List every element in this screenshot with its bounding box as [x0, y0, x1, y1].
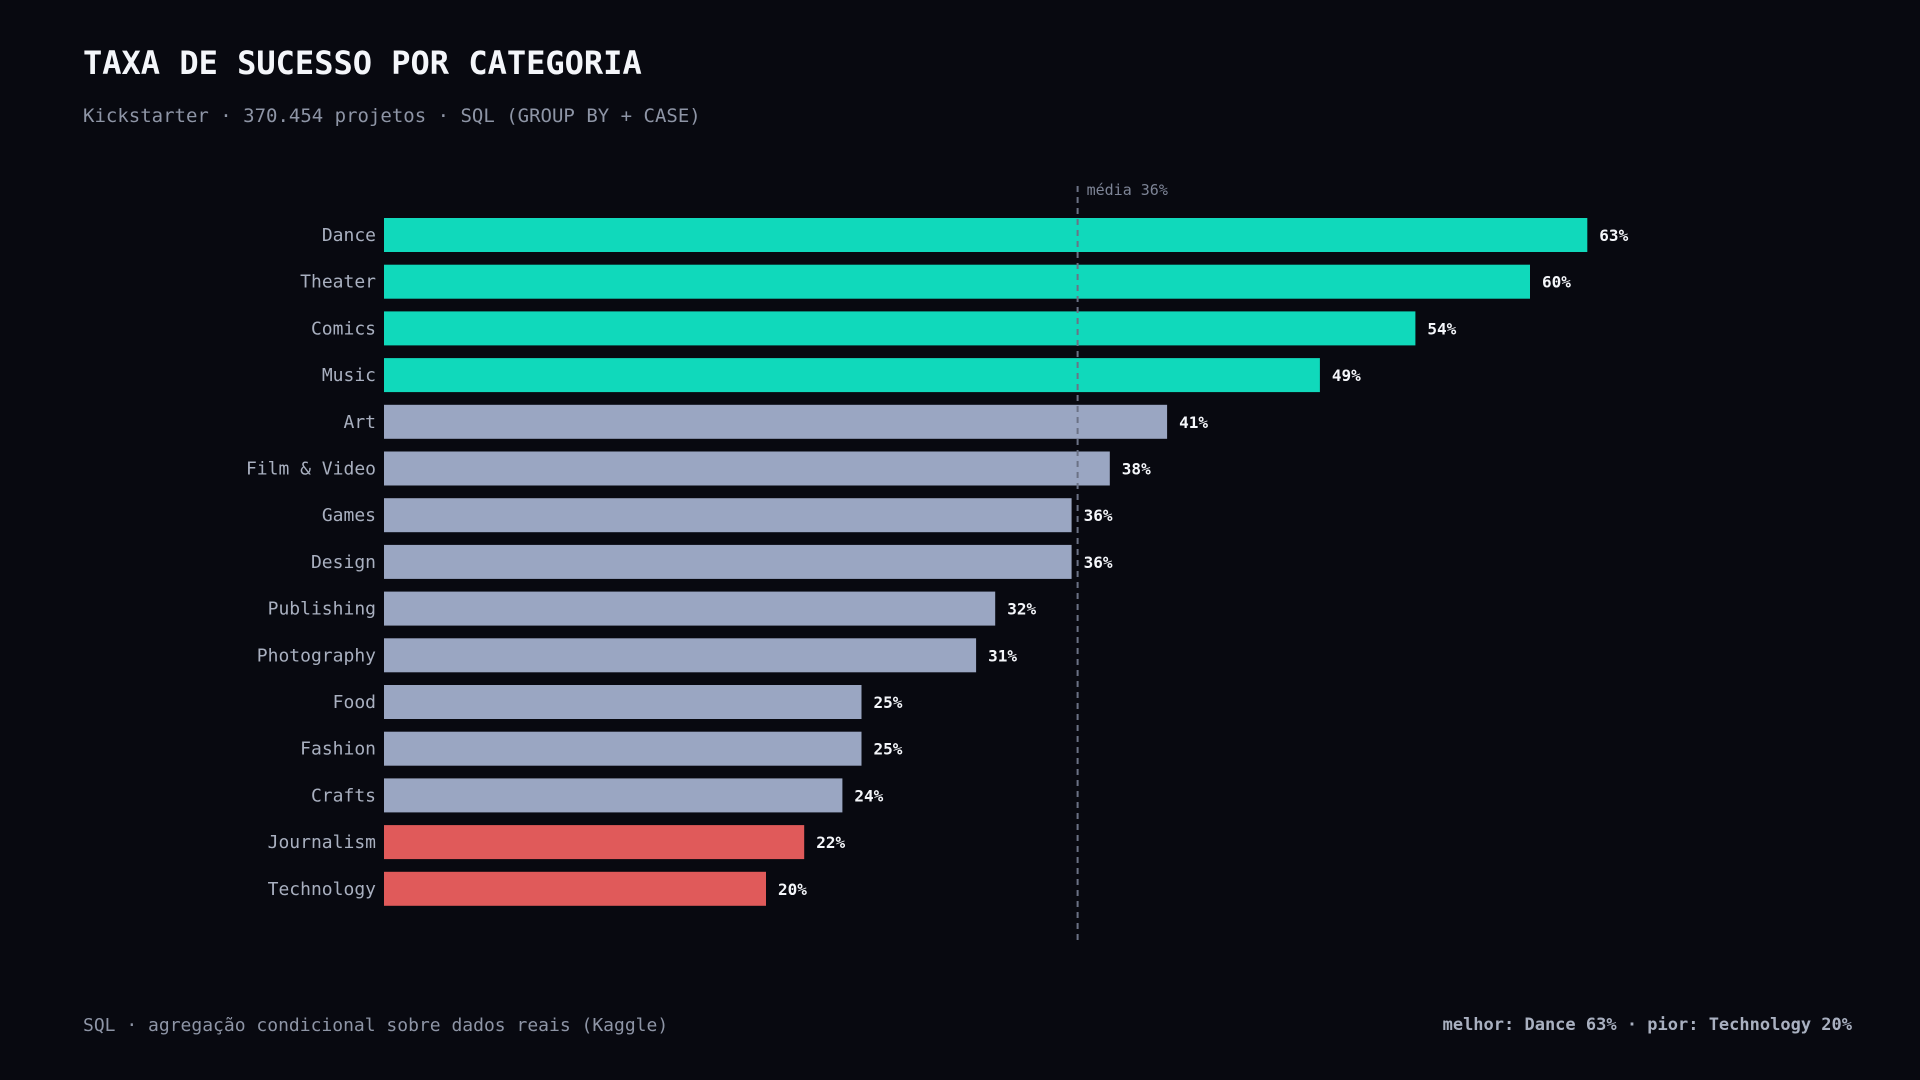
value-label: 54%: [1427, 319, 1456, 338]
value-label: 36%: [1084, 506, 1113, 525]
value-label: 36%: [1084, 553, 1113, 572]
value-label: 49%: [1332, 366, 1361, 385]
value-label: 63%: [1599, 226, 1628, 245]
value-label: 24%: [854, 786, 883, 805]
bar-games: [384, 498, 1072, 533]
bar-publishing: [384, 591, 996, 626]
bar-crafts: [384, 778, 843, 813]
bar-theater: [384, 264, 1530, 299]
bar-design: [384, 544, 1072, 579]
value-label: 38%: [1122, 460, 1151, 479]
value-label: 60%: [1542, 273, 1571, 292]
category-label: Journalism: [268, 832, 376, 853]
bar-film-video: [384, 451, 1110, 486]
category-label: Photography: [257, 645, 376, 666]
category-label: Music: [322, 365, 376, 386]
bar-fashion: [384, 731, 862, 766]
category-label: Crafts: [311, 785, 376, 806]
category-label: Technology: [268, 879, 377, 900]
category-label: Art: [343, 412, 376, 433]
bar-comics: [384, 311, 1416, 346]
bar-food: [384, 685, 862, 719]
bar-dance: [384, 218, 1588, 252]
category-label: Comics: [311, 318, 376, 339]
category-label: Food: [333, 692, 376, 713]
category-label: Design: [311, 552, 376, 573]
category-label: Dance: [322, 225, 376, 246]
value-label: 31%: [988, 646, 1017, 665]
bar-art: [384, 404, 1168, 439]
bar-music: [384, 358, 1320, 393]
category-label: Film & Video: [246, 459, 376, 480]
value-label: 41%: [1179, 413, 1208, 432]
value-label: 20%: [778, 880, 807, 899]
value-label: 25%: [874, 693, 903, 712]
value-label: 22%: [816, 833, 845, 852]
chart-title: TAXA DE SUCESSO POR CATEGORIA: [83, 44, 642, 82]
value-label: 32%: [1007, 600, 1036, 619]
mean-label: média 36%: [1087, 181, 1168, 199]
chart-subtitle: Kickstarter · 370.454 projetos · SQL (GR…: [83, 105, 701, 127]
bar-photography: [384, 638, 977, 673]
category-label: Theater: [300, 272, 376, 293]
category-label: Games: [322, 505, 376, 526]
category-label: Publishing: [268, 599, 376, 620]
footer-summary: melhor: Dance 63% · pior: Technology 20%: [1442, 1015, 1852, 1035]
footer-note: SQL · agregação condicional sobre dados …: [83, 1015, 669, 1036]
category-label: Fashion: [300, 739, 376, 760]
bar-journalism: [384, 825, 805, 860]
bar-technology: [384, 871, 766, 906]
value-label: 25%: [874, 740, 903, 759]
